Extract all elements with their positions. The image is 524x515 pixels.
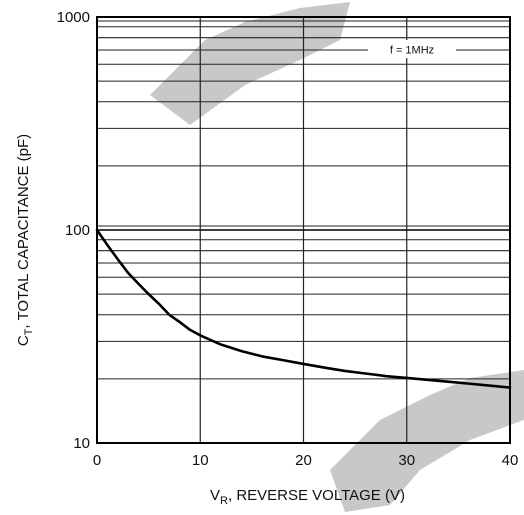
annotation-layer: f = 1MHz bbox=[368, 40, 456, 58]
x-tick-label: 20 bbox=[295, 452, 312, 469]
series-layer bbox=[95, 228, 512, 389]
x-tick-label: 0 bbox=[93, 452, 101, 469]
x-tick-label: 40 bbox=[502, 452, 519, 469]
frequency-annotation: f = 1MHz bbox=[390, 45, 434, 57]
annotation-background bbox=[368, 40, 456, 58]
grid bbox=[97, 17, 510, 443]
x-tick-label: 30 bbox=[398, 452, 415, 469]
y-tick-label: 100 bbox=[65, 222, 90, 239]
watermark-bottom bbox=[330, 370, 524, 512]
capacitance-curve bbox=[95, 228, 512, 389]
x-tick-label: 10 bbox=[192, 452, 209, 469]
y-tick-label: 1000 bbox=[57, 9, 90, 26]
y-tick-label: 10 bbox=[73, 435, 90, 452]
y-axis-title: CT, TOTAL CAPACITANCE (pF) bbox=[15, 134, 35, 346]
watermark bbox=[150, 2, 524, 512]
watermark-top bbox=[150, 2, 350, 125]
x-axis-title: VR, REVERSE VOLTAGE (V) bbox=[210, 487, 405, 507]
